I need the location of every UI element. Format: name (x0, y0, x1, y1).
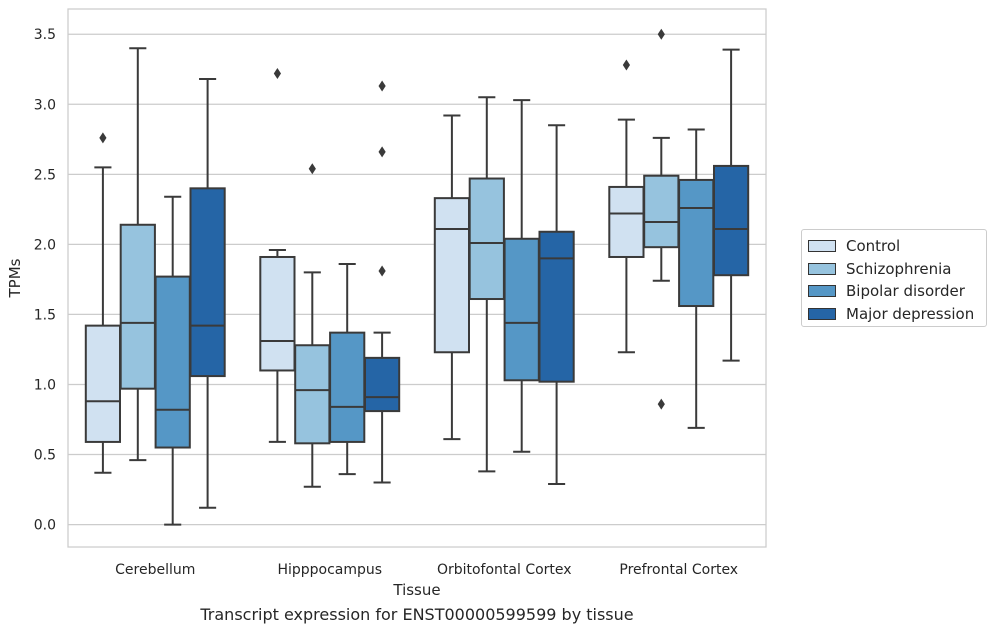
outlier-marker (378, 265, 386, 277)
box-hipppocampus-major-depression (363, 80, 401, 484)
box-body (643, 174, 680, 249)
y-tick-label: 2.5 (34, 167, 56, 183)
outlier-marker (622, 59, 630, 71)
y-tick-label: 1.0 (34, 377, 56, 393)
legend-item-schizophrenia: Schizophrenia (808, 258, 986, 281)
x-tick-label: Prefrontal Cortex (619, 562, 738, 578)
legend-item-control: Control (808, 235, 986, 258)
legend-item-major-depression: Major depression (808, 303, 986, 326)
legend-swatch-major-depression (808, 307, 836, 320)
box-cerebellum-schizophrenia (119, 47, 156, 462)
box-cerebellum-major-depression (189, 78, 226, 509)
box-body (119, 223, 156, 390)
box-body (608, 185, 645, 258)
box-orbitofontal-cortex-bipolar-disorder (503, 99, 540, 453)
chart-caption: Transcript expression for ENST0000059959… (200, 605, 634, 624)
legend-swatch-schizophrenia (808, 262, 836, 275)
y-tick-label: 3.5 (34, 27, 56, 43)
legend-label-schizophrenia: Schizophrenia (846, 259, 952, 278)
legend-swatch-control (808, 240, 836, 253)
box-body (363, 356, 401, 413)
legend-label-major-depression: Major depression (846, 304, 975, 323)
box-orbitofontal-cortex-schizophrenia (468, 96, 505, 473)
outlier-marker (378, 80, 386, 92)
x-tick-labels: Cerebellum Hipppocampus Orbitofontal Corte… (115, 562, 738, 578)
outlier-marker (657, 28, 665, 40)
y-tick-label: 2.0 (34, 237, 56, 253)
box-prefrontal-cortex-control (608, 59, 645, 354)
box-body (294, 344, 331, 445)
box-body (154, 275, 191, 449)
plot-frame (67, 8, 767, 548)
outlier-marker (99, 132, 107, 144)
box-body (84, 324, 122, 443)
box-orbitofontal-cortex-major-depression (538, 124, 575, 485)
box-cerebellum-bipolar-disorder (154, 195, 191, 526)
outlier-marker (657, 398, 665, 410)
y-axis-label: TPMs (6, 258, 24, 298)
outlier-marker (378, 146, 386, 158)
box-plots (84, 28, 750, 526)
box-hipppocampus-bipolar-disorder (329, 262, 366, 476)
box-body (329, 331, 366, 443)
x-tick-label: Orbitofontal Cortex (437, 562, 572, 578)
x-axis-label: Tissue (392, 581, 440, 599)
box-hipppocampus-control (259, 67, 296, 443)
box-body (712, 164, 750, 277)
box-hipppocampus-schizophrenia (294, 163, 331, 488)
legend-item-bipolar-disorder: Bipolar disorder (808, 280, 986, 303)
y-tick-label: 1.5 (34, 307, 56, 323)
y-tick-label: 0.5 (34, 448, 56, 464)
box-orbitofontal-cortex-control (433, 114, 471, 441)
x-tick-label: Hipppocampus (277, 562, 382, 578)
box-body (189, 187, 226, 378)
legend-label-control: Control (846, 237, 901, 256)
outlier-marker (273, 67, 281, 79)
box-cerebellum-control (84, 132, 122, 474)
box-body (468, 177, 505, 301)
x-tick-label: Cerebellum (115, 562, 195, 578)
box-body (538, 230, 575, 383)
y-tick-label: 3.0 (34, 97, 56, 113)
y-tick-labels: 0.0 0.5 1.0 1.5 2.0 2.5 3.0 3.5 (34, 27, 56, 533)
box-body (678, 178, 715, 308)
legend: Control Schizophrenia Bipolar disorder M… (801, 229, 987, 327)
outlier-marker (308, 163, 316, 175)
box-prefrontal-cortex-major-depression (712, 48, 750, 362)
box-body (433, 197, 471, 354)
box-prefrontal-cortex-schizophrenia (643, 28, 680, 410)
box-prefrontal-cortex-bipolar-disorder (678, 128, 715, 429)
legend-label-bipolar-disorder: Bipolar disorder (846, 282, 965, 301)
y-tick-label: 0.0 (34, 518, 56, 534)
box-body (503, 237, 540, 382)
box-body (259, 255, 296, 372)
legend-swatch-bipolar-disorder (808, 285, 836, 298)
